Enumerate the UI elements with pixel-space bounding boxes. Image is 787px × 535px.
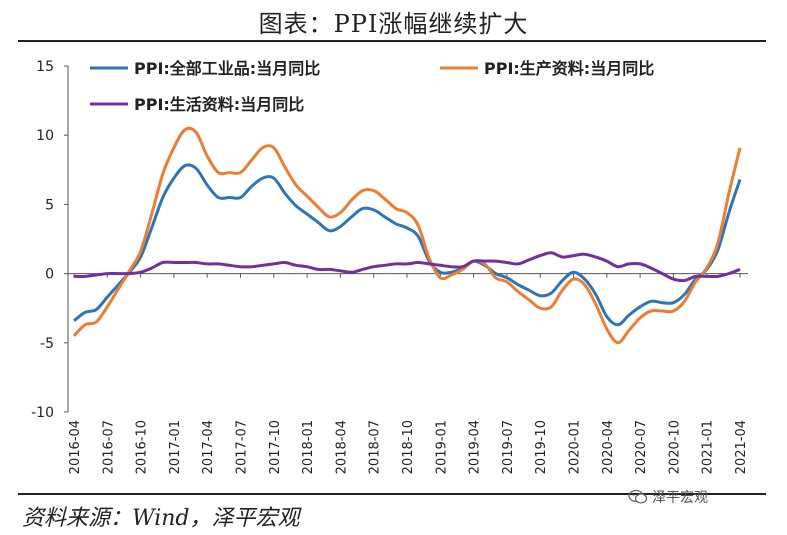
source-rule — [18, 493, 766, 495]
x-tick-label: 2019-04 — [468, 420, 483, 474]
y-tick-label: 0 — [45, 267, 54, 283]
x-tick-label: 2017-07 — [235, 420, 250, 474]
y-tick-label: -5 — [40, 336, 54, 352]
title-rule — [18, 40, 766, 42]
legend-label-3: PPI:生活资料:当月同比 — [134, 95, 304, 114]
x-tick-label: 2016-10 — [135, 420, 150, 474]
x-tick-label: 2017-01 — [168, 420, 183, 474]
x-tick-label: 2019-01 — [434, 420, 449, 474]
x-tick-label: 2018-01 — [301, 420, 316, 474]
x-tick-label: 2017-10 — [268, 420, 283, 474]
x-tick-label: 2020-10 — [667, 420, 682, 474]
source-note: 资料来源：Wind，泽平宏观 — [22, 506, 300, 531]
chart-title: 图表：PPI涨幅继续扩大 — [258, 10, 529, 38]
x-tick-label: 2017-04 — [201, 420, 216, 474]
legend-label-1: PPI:全部工业品:当月同比 — [134, 59, 320, 78]
x-tick-label: 2018-04 — [334, 420, 349, 474]
x-tick-label: 2016-07 — [101, 420, 116, 474]
x-tick-label: 2018-07 — [368, 420, 383, 474]
watermark: 泽平宏观 — [628, 487, 708, 507]
x-tick-label: 2021-01 — [701, 420, 716, 474]
x-tick-label: 2020-07 — [634, 420, 649, 474]
series-line-2 — [72, 126, 742, 345]
y-tick-label: 5 — [45, 197, 54, 213]
series-line-1 — [73, 163, 742, 327]
wechat-icon — [628, 489, 648, 504]
y-tick-label: 15 — [36, 59, 54, 75]
y-tick-label: 10 — [36, 128, 54, 144]
x-tick-label: 2021-04 — [734, 420, 749, 474]
x-tick-label: 2020-04 — [601, 420, 616, 474]
x-tick-label: 2018-10 — [401, 420, 416, 474]
y-tick-label: -10 — [31, 405, 54, 421]
x-tick-label: 2019-07 — [501, 420, 516, 474]
x-tick-label: 2020-01 — [568, 420, 583, 474]
x-tick-label: 2016-04 — [68, 420, 83, 474]
watermark-text: 泽平宏观 — [652, 490, 708, 506]
legend-label-2: PPI:生产资料:当月同比 — [484, 59, 654, 78]
series-line-3 — [73, 251, 741, 283]
x-tick-label: 2019-10 — [534, 420, 549, 474]
